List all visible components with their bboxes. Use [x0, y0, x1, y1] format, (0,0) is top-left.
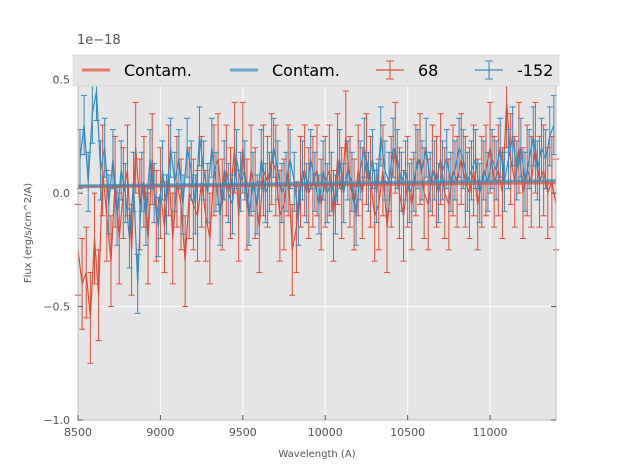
x-axis-label: Wavelength (A) [278, 449, 355, 460]
contam-line [77, 179, 557, 188]
x-tick-label: 11000 [473, 426, 508, 439]
axis-ticks: 8500 9000 9500 10000 10500 11000 −1.0 −0.5 0.0 0.… [43, 57, 556, 439]
plot-background [78, 57, 556, 420]
data-series [75, 56, 559, 421]
x-tick-label: 9500 [229, 426, 257, 439]
y-tick-label: 0.5 [53, 74, 71, 87]
legend: Contam. Contam. 68 -152 [72, 54, 560, 87]
series-line [77, 102, 557, 318]
legend-label: -152 [517, 61, 553, 80]
y-tick-label: 0.0 [53, 187, 71, 200]
y-axis-label: Flux (erg/s/cm^2/A) [23, 183, 34, 283]
x-tick-label: 9000 [146, 426, 174, 439]
series-line [79, 90, 555, 284]
legend-label: Contam. [272, 61, 340, 80]
legend-label: Contam. [124, 61, 192, 80]
legend-label: 68 [418, 61, 438, 80]
series--152 [76, 61, 557, 314]
x-tick-label: 10500 [390, 426, 425, 439]
x-tick-label: 10000 [308, 426, 343, 439]
y-offset-label: 1e−18 [77, 33, 121, 48]
y-tick-label: −0.5 [43, 301, 70, 314]
x-tick-label: 8500 [64, 426, 92, 439]
y-tick-label: −1.0 [43, 414, 70, 427]
